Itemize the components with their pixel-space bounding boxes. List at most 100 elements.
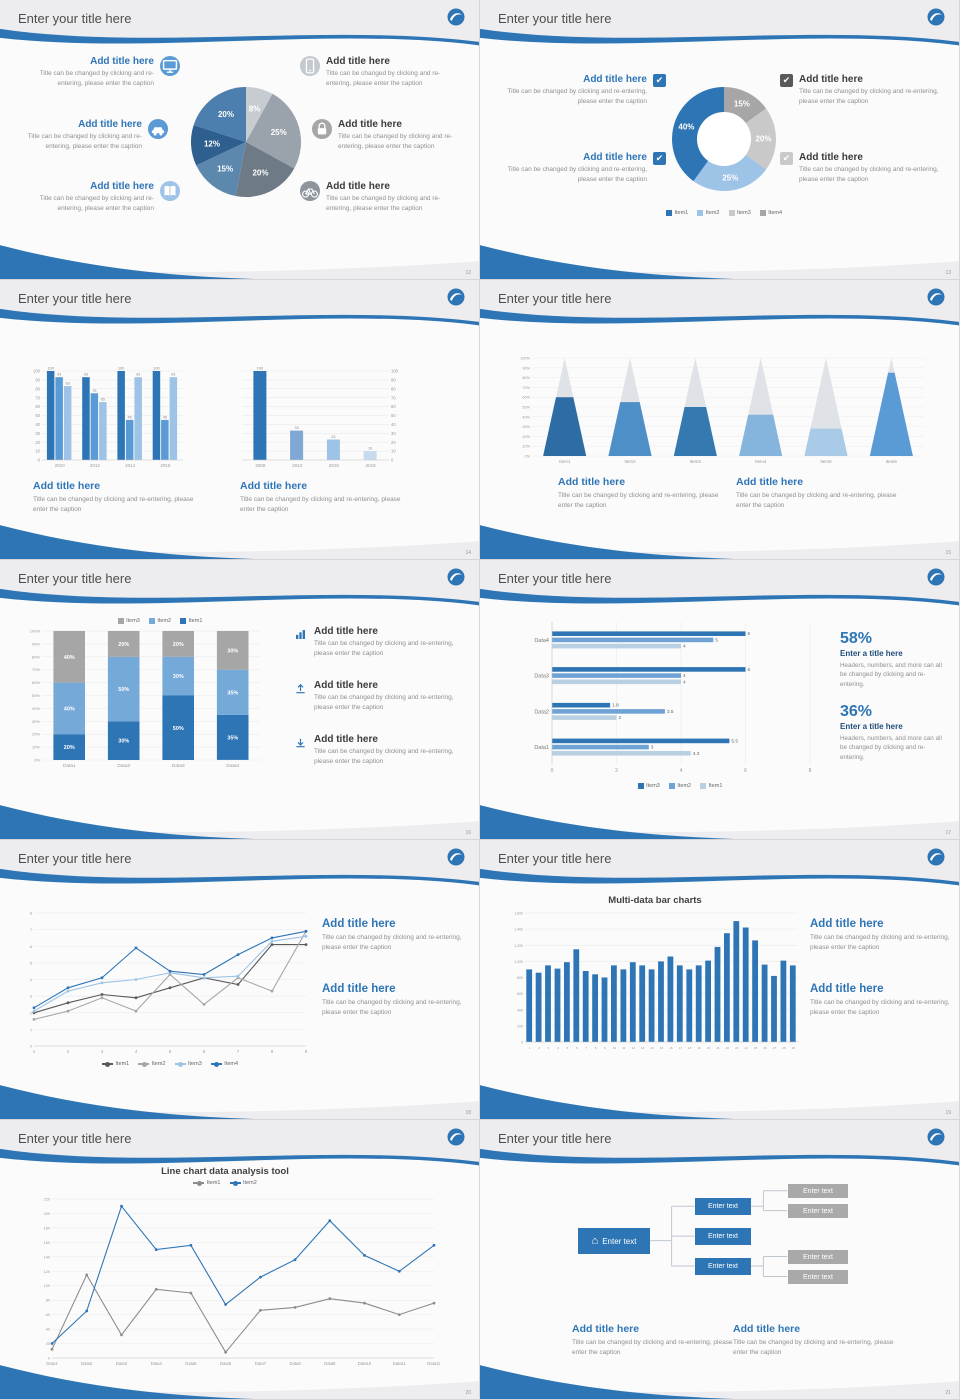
slide-donut-infographic[interactable]: Enter your title here Add title here Tit… [480, 0, 960, 280]
svg-text:30: 30 [391, 431, 396, 436]
legend-item: Item1 [101, 1061, 129, 1067]
multidata-bar-chart: 0 200 400 600 800 1,000 1,200 1,400 1,600 1 2 3 4 5 6 7… [508, 906, 802, 1052]
item-caption: Title can be changed by clicking and re-… [314, 640, 454, 657]
svg-text:1: 1 [529, 1046, 531, 1050]
slide-stacked-bar-chart[interactable]: Enter your title here Item3 Item2 Item1 0%… [0, 560, 480, 840]
diagram-leaf-node[interactable]: Enter text [788, 1204, 848, 1218]
svg-text:Data2: Data2 [534, 709, 549, 715]
slide-horizontal-bar-chart[interactable]: Enter your title here 0 2 4 6 8 Data4 6 5 4 Data3… [480, 560, 960, 840]
item-caption: Title can be changed by clicking and re-… [733, 1339, 894, 1356]
svg-text:0: 0 [551, 768, 554, 774]
diagram-leaf-node[interactable]: Enter text [788, 1270, 848, 1284]
home-icon: ⌂ [591, 1234, 599, 1247]
svg-text:5: 5 [30, 961, 32, 965]
svg-text:26: 26 [763, 1046, 767, 1050]
svg-text:6: 6 [748, 631, 751, 637]
item-caption: Title can be changed by clicking and re-… [39, 70, 154, 87]
logo-icon [447, 8, 465, 26]
slide-multidata-bar-chart[interactable]: Enter your title here Multi-data bar cha… [480, 840, 960, 1120]
svg-text:100: 100 [33, 369, 41, 374]
bicycle-icon [300, 181, 320, 201]
slide-dual-bar-charts[interactable]: Enter your title here 0 10 20 30 40 50 60 70 80 9… [0, 280, 480, 560]
diagram-connectors [649, 1190, 788, 1277]
svg-text:8: 8 [30, 912, 32, 916]
stat-value: 36% [840, 703, 873, 720]
legend-item: Item3 [637, 783, 660, 789]
svg-text:400: 400 [517, 1008, 523, 1012]
item-caption: Title can be changed by clicking and re-… [322, 999, 462, 1016]
diagram-leaf-node[interactable]: Enter text [788, 1184, 848, 1198]
logo-icon [447, 1128, 465, 1146]
slide-pie-infographic[interactable]: Enter your title here Add title here Tit… [0, 0, 480, 280]
svg-text:1: 1 [30, 1028, 32, 1032]
node-label: Enter text [602, 1236, 637, 1246]
svg-text:29: 29 [792, 1046, 796, 1050]
svg-text:40%: 40% [64, 706, 75, 712]
svg-text:Data10: Data10 [358, 1361, 372, 1366]
logo-icon [927, 568, 945, 586]
svg-text:2012: 2012 [90, 463, 101, 468]
svg-text:20: 20 [391, 440, 396, 445]
item-caption: Title can be changed by clicking and re-… [799, 166, 939, 183]
text-block: Add title here Title can be changed by c… [736, 476, 906, 511]
svg-text:9: 9 [604, 1046, 606, 1050]
slide-flow-diagram[interactable]: Enter your title here ⌂ Enter text Enter… [480, 1120, 960, 1400]
svg-text:3: 3 [548, 1046, 550, 1050]
svg-text:90: 90 [35, 378, 40, 383]
svg-text:25%: 25% [722, 174, 738, 183]
text-block: Add title here Title can be changed by c… [810, 918, 950, 953]
diagram-node[interactable]: Enter text [695, 1258, 751, 1275]
slide-title: Enter your title here [498, 291, 612, 306]
legend-item: Item2 [138, 1061, 166, 1067]
svg-text:50: 50 [391, 413, 396, 418]
svg-text:Item6: Item6 [886, 459, 898, 464]
svg-text:Data4: Data4 [226, 763, 239, 769]
svg-text:140: 140 [44, 1255, 50, 1259]
svg-text:65: 65 [101, 398, 105, 402]
svg-text:20%: 20% [118, 642, 129, 648]
slide-title: Enter your title here [18, 291, 132, 306]
diagram-node[interactable]: Enter text [695, 1198, 751, 1215]
page-number: 19 [945, 1110, 951, 1116]
chart-title: Multi-data bar charts [608, 895, 702, 906]
svg-text:6: 6 [748, 667, 751, 673]
page-number: 14 [465, 550, 471, 556]
slide-line-analysis-chart[interactable]: Enter your title here Line chart data an… [0, 1120, 480, 1400]
svg-text:80%: 80% [32, 654, 40, 659]
svg-text:40: 40 [35, 422, 40, 427]
legend-item: Item2 [668, 783, 691, 789]
svg-text:20%: 20% [32, 732, 40, 737]
svg-text:70%: 70% [32, 667, 40, 672]
svg-text:Data5: Data5 [185, 1361, 197, 1366]
checkbox-icon: ✔ [780, 152, 793, 165]
slide-cone-chart[interactable]: Enter your title here 0% 10% 20% 30% 40% 50% 6… [480, 280, 960, 560]
svg-text:10%: 10% [32, 745, 40, 750]
svg-text:0: 0 [38, 458, 41, 463]
checkbox-icon: ✔ [653, 74, 666, 87]
svg-text:40: 40 [391, 422, 396, 427]
diagram-root-node[interactable]: ⌂ Enter text [578, 1228, 650, 1254]
svg-text:28: 28 [782, 1046, 786, 1050]
info-item: Add title here Title can be changed by c… [293, 734, 473, 767]
svg-text:22: 22 [726, 1046, 730, 1050]
svg-text:35%: 35% [227, 690, 238, 696]
svg-text:5: 5 [715, 637, 718, 643]
svg-text:220: 220 [44, 1198, 50, 1202]
diagram-leaf-node[interactable]: Enter text [788, 1250, 848, 1264]
svg-text:93: 93 [136, 373, 140, 377]
item-caption: Title can be changed by clicking and re-… [507, 88, 647, 105]
diagram-node[interactable]: Enter text [695, 1228, 751, 1245]
page-number: 13 [945, 270, 951, 276]
svg-text:20%: 20% [64, 745, 75, 751]
item-caption: Title can be changed by clicking and re-… [326, 195, 441, 212]
svg-text:40: 40 [46, 1328, 50, 1332]
svg-text:90: 90 [391, 378, 396, 383]
svg-text:8: 8 [271, 1049, 274, 1054]
svg-text:15%: 15% [217, 164, 233, 173]
svg-text:3: 3 [101, 1049, 104, 1054]
svg-text:45: 45 [163, 415, 167, 419]
svg-text:6: 6 [576, 1046, 578, 1050]
svg-text:4: 4 [30, 978, 32, 982]
